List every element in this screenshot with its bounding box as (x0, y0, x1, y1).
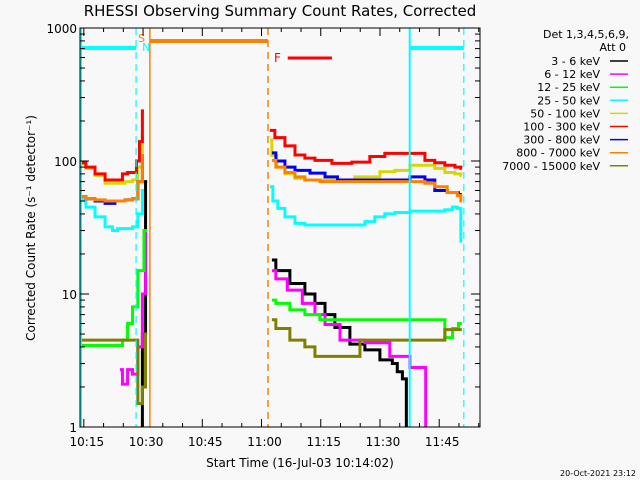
legend-label: 300 - 800 keV (523, 134, 600, 147)
series-line-0-segment-1 (271, 258, 408, 427)
x-tick-label: 10:45 (188, 435, 223, 449)
series-group (81, 109, 463, 427)
legend-label: 3 - 6 keV (551, 55, 600, 68)
series-line-5-segment-1 (269, 128, 463, 170)
x-tick-label: 10:15 (70, 435, 105, 449)
chart-title: RHESSI Observing Summary Count Rates, Co… (84, 2, 477, 20)
legend-label: 6 - 12 keV (544, 68, 600, 81)
legend-label: 100 - 300 keV (523, 121, 600, 134)
legend-label: 7000 - 15000 keV (502, 160, 600, 173)
legend-label: 12 - 25 keV (537, 81, 600, 94)
series-line-7-segment-0 (81, 153, 144, 203)
flare-label: F (274, 51, 281, 65)
legend-header-detectors: Det 1,3,4,5,6,9, (543, 28, 629, 41)
y-tick-label: 1 (69, 421, 77, 435)
series-line-3-segment-0 (81, 189, 144, 233)
night-label: N (142, 41, 150, 54)
x-axis-label: Start Time (16-Jul-03 10:14:02) (206, 456, 394, 470)
series-line-2-segment-0 (81, 229, 148, 347)
y-tick-label: 100 (54, 155, 77, 169)
legend-label: 25 - 50 keV (537, 94, 600, 107)
x-tick-label: 11:45 (425, 435, 460, 449)
legend-label: 50 - 100 keV (530, 107, 600, 120)
series-line-5-segment-0 (81, 109, 144, 182)
saa-label: S (138, 32, 145, 45)
plot-frame (79, 27, 481, 428)
x-tick-label: 10:30 (129, 435, 164, 449)
series-line-3-segment-1 (269, 185, 463, 243)
series-line-6-segment-1 (271, 151, 462, 196)
series-line-1-segment-0 (119, 229, 148, 386)
legend-label: 800 - 7000 keV (516, 147, 600, 160)
series-line-7-segment-1 (271, 158, 463, 203)
footer-timestamp: 20-Oct-2021 23:12 (560, 469, 636, 478)
y-tick-label: 1000 (46, 22, 77, 36)
x-tick-label: 11:15 (306, 435, 341, 449)
series-line-4-segment-0 (81, 136, 144, 185)
series-line-1-segment-1 (271, 269, 428, 427)
series-line-2-segment-1 (271, 298, 462, 340)
series-line-8-segment-1 (271, 318, 462, 358)
y-axis-label: Corrected Count Rate (s⁻¹ detector⁻¹) (24, 115, 38, 341)
plot-area: SN F 10:15 10:30 10:45 11:00 11:15 11:30 11:45 1 1… (46, 22, 481, 449)
series-line-0-segment-0 (140, 180, 148, 427)
x-tick-label: 11:00 (247, 435, 282, 449)
x-tick-label: 11:30 (366, 435, 401, 449)
legend-header-attenuator: Att 0 (600, 41, 626, 54)
y-tick-label: 10 (62, 288, 77, 302)
